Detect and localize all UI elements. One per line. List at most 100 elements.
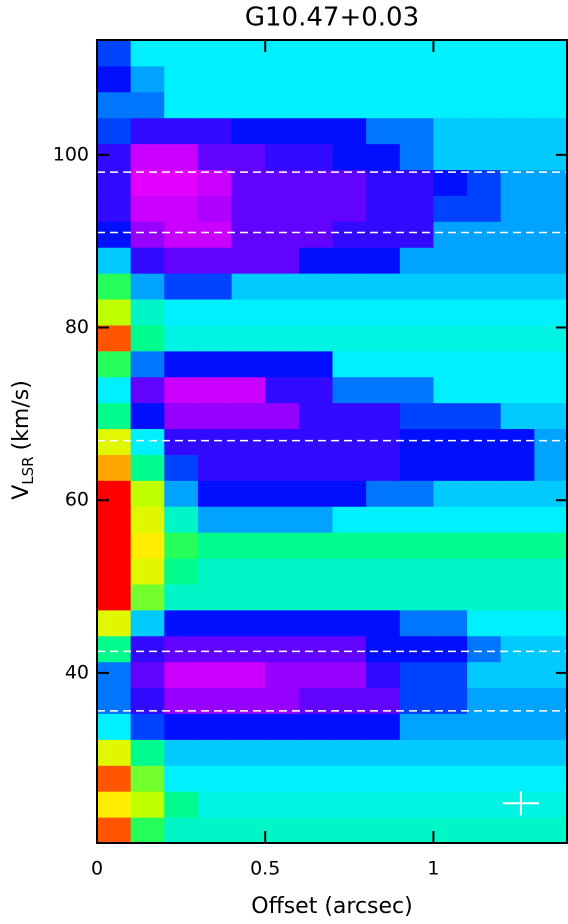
heat-cell [265,195,300,222]
heat-cell [298,583,333,611]
heat-cell [197,635,233,663]
heat-cell [265,143,300,171]
heat-cell [500,739,535,766]
heat-cell [298,324,333,352]
y-label-main: V [9,485,34,500]
heat-cell [97,506,132,533]
heat-cell [399,635,434,663]
heat-cell [366,221,401,248]
heat-cell [298,247,333,274]
heat-cell [332,480,367,507]
heat-cell [130,428,165,455]
heat-cell [500,791,535,818]
heat-cell [399,324,434,352]
heat-cell [433,506,468,533]
heat-cell [231,428,266,455]
heat-cell [366,247,401,274]
heat-cell [130,324,165,352]
heat-cell [164,713,199,740]
heat-cell [332,713,367,740]
heat-cell [130,247,165,274]
heat-cell [164,299,199,326]
heat-cell [298,273,333,300]
heat-cell [97,299,132,326]
heat-cell [534,661,568,689]
heat-cell [534,195,568,222]
heat-cell [265,583,300,611]
heat-cell [399,791,434,818]
heat-cell [366,273,401,300]
heat-cell [97,350,132,378]
heat-cell [164,91,199,119]
heat-cell [130,713,165,740]
heat-cell [97,195,132,222]
heat-cell [265,247,300,274]
heat-cell [534,40,568,67]
heat-cell [467,324,502,352]
heat-cell [534,350,568,378]
heat-cell [265,532,300,559]
heat-cell [97,739,132,766]
heat-cell [500,402,535,430]
heat-cell [298,195,333,222]
heat-cell [399,765,434,792]
heat-cell [265,350,300,378]
heat-cell [164,480,199,507]
heat-cell [164,376,199,404]
heat-cell [399,376,434,404]
heat-cell [130,65,165,93]
heat-cell [433,532,468,559]
heat-cell [97,532,132,559]
heat-cell [197,506,233,533]
heat-cell [534,635,568,663]
heat-cell [500,65,535,93]
heat-cell [164,609,199,637]
heat-cell [332,143,367,171]
y-tick-label: 60 [65,489,89,511]
heat-cell [399,299,434,326]
heat-cell [231,117,266,145]
heat-cell [534,273,568,300]
heat-cell [534,609,568,637]
heat-cell [399,558,434,585]
heat-cell [433,558,468,585]
heat-cell [467,454,502,481]
heat-cell [298,169,333,196]
heat-cell [130,532,165,559]
heat-cell [231,480,266,507]
heat-cell [500,195,535,222]
heat-cell [197,91,233,119]
heat-cell [197,40,233,67]
heat-cell [433,195,468,222]
heat-cell [97,713,132,740]
heat-cell [467,817,502,844]
heat-cell [197,402,233,430]
heat-cell [164,532,199,559]
heat-cell [332,609,367,637]
heat-cell [130,687,165,714]
heat-cell [130,40,165,67]
heat-cell [164,635,199,663]
heat-cell [164,558,199,585]
heat-cell [500,558,535,585]
heat-cell [467,739,502,766]
heat-cell [332,65,367,93]
heat-cell [130,791,165,818]
heat-cell [298,480,333,507]
heat-cell [265,558,300,585]
heat-cell [467,687,502,714]
heat-cell [467,273,502,300]
heat-cell [130,273,165,300]
heat-cell [265,65,300,93]
heat-cell [298,428,333,455]
heat-cell [197,324,233,352]
heat-cell [534,221,568,248]
heat-cell [366,143,401,171]
heat-cell [130,169,165,196]
heat-cell [231,609,266,637]
heat-cell [332,428,367,455]
heat-cell [366,558,401,585]
heat-cell [433,221,468,248]
heat-cell [366,91,401,119]
heat-cell [197,143,233,171]
